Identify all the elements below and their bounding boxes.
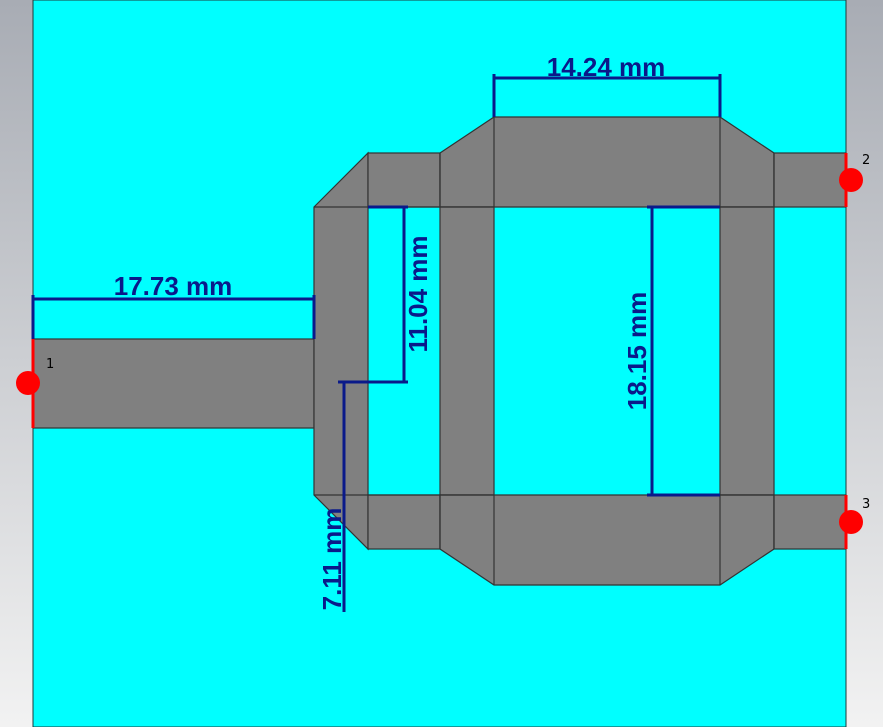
- port-2-marker: [839, 168, 863, 192]
- bottom-left-segment: [367, 494, 441, 550]
- dimension-top-branch: 14.24 mm: [492, 52, 722, 117]
- port-2-label: 2: [862, 153, 870, 168]
- inner-right-branch: [719, 206, 775, 496]
- dimension-feed-line-label: 17.73 mm: [114, 271, 233, 301]
- dimension-lower-stub: 7.11 mm: [317, 382, 347, 612]
- port-1-label: 1: [46, 357, 54, 372]
- port-3[interactable]: 3: [839, 495, 870, 549]
- feed-line: [32, 338, 315, 429]
- microstrip-layout: [32, 116, 847, 586]
- dimension-top-branch-label: 14.24 mm: [547, 52, 666, 82]
- port-1-marker: [16, 371, 40, 395]
- port-2[interactable]: 2: [839, 153, 870, 207]
- dimension-stub: 11.04 mm: [338, 205, 433, 384]
- bottom-wide-branch: [439, 494, 775, 586]
- port-1[interactable]: 1: [16, 339, 54, 428]
- port-3-label: 3: [862, 497, 870, 512]
- port3-line: [773, 494, 847, 550]
- dimension-inner-height: 18.15 mm: [622, 205, 720, 497]
- dimension-inner-height-label: 18.15 mm: [622, 292, 652, 411]
- port-3-marker: [839, 510, 863, 534]
- dimension-stub-label: 11.04 mm: [403, 235, 433, 352]
- inner-left-branch: [439, 206, 495, 496]
- dimension-lower-stub-label: 7.11 mm: [317, 508, 347, 611]
- top-wide-branch: [439, 116, 775, 208]
- dimension-feed-line: 17.73 mm: [31, 271, 316, 339]
- top-left-segment: [367, 152, 441, 208]
- left-vertical-arm: [313, 151, 369, 551]
- port2-line: [773, 152, 847, 208]
- segment-edges: [314, 117, 775, 585]
